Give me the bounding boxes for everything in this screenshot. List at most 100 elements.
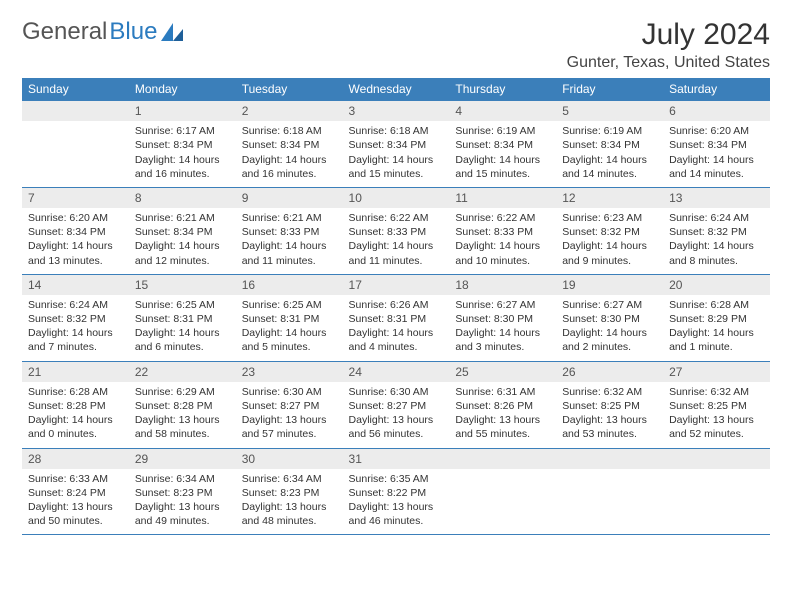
sunset-line: Sunset: 8:30 PM [562,312,657,326]
sunset-line: Sunset: 8:23 PM [242,486,337,500]
sunset-line: Sunset: 8:28 PM [135,399,230,413]
day-number [556,448,663,469]
day-number: 15 [129,274,236,295]
day-number: 26 [556,361,663,382]
sunset-line: Sunset: 8:31 PM [242,312,337,326]
day-number: 21 [22,361,129,382]
sunset-line: Sunset: 8:31 PM [349,312,444,326]
day-details: Sunrise: 6:21 AMSunset: 8:34 PMDaylight:… [129,208,236,274]
sunrise-line: Sunrise: 6:28 AM [28,385,123,399]
sunset-line: Sunset: 8:33 PM [349,225,444,239]
sunrise-line: Sunrise: 6:21 AM [135,211,230,225]
daylight-line: Daylight: 14 hours and 11 minutes. [349,239,444,267]
day-number: 1 [129,101,236,122]
daylight-line: Daylight: 14 hours and 3 minutes. [455,326,550,354]
daylight-line: Daylight: 13 hours and 57 minutes. [242,413,337,441]
sunrise-line: Sunrise: 6:34 AM [242,472,337,486]
day-number [22,101,129,122]
daylight-line: Daylight: 14 hours and 16 minutes. [135,153,230,181]
sunrise-line: Sunrise: 6:20 AM [669,124,764,138]
day-number: 3 [343,101,450,122]
sunset-line: Sunset: 8:34 PM [135,138,230,152]
sunset-line: Sunset: 8:31 PM [135,312,230,326]
day-details: Sunrise: 6:20 AMSunset: 8:34 PMDaylight:… [22,208,129,274]
sunset-line: Sunset: 8:34 PM [28,225,123,239]
day-number: 31 [343,448,450,469]
daylight-line: Daylight: 14 hours and 7 minutes. [28,326,123,354]
sunrise-line: Sunrise: 6:21 AM [242,211,337,225]
day-number: 25 [449,361,556,382]
day-details: Sunrise: 6:35 AMSunset: 8:22 PMDaylight:… [343,469,450,535]
day-details: Sunrise: 6:31 AMSunset: 8:26 PMDaylight:… [449,382,556,448]
sunset-line: Sunset: 8:34 PM [455,138,550,152]
day-details: Sunrise: 6:24 AMSunset: 8:32 PMDaylight:… [22,295,129,361]
day-details: Sunrise: 6:24 AMSunset: 8:32 PMDaylight:… [663,208,770,274]
day-number: 16 [236,274,343,295]
logo: GeneralBlue [22,18,183,46]
daynum-row: 28293031 [22,448,770,469]
details-row: Sunrise: 6:24 AMSunset: 8:32 PMDaylight:… [22,295,770,361]
sunrise-line: Sunrise: 6:32 AM [562,385,657,399]
day-number: 18 [449,274,556,295]
day-details: Sunrise: 6:18 AMSunset: 8:34 PMDaylight:… [343,121,450,187]
daylight-line: Daylight: 13 hours and 58 minutes. [135,413,230,441]
daylight-line: Daylight: 14 hours and 9 minutes. [562,239,657,267]
sunrise-line: Sunrise: 6:24 AM [28,298,123,312]
month-title: July 2024 [567,18,770,52]
day-number: 24 [343,361,450,382]
sunrise-line: Sunrise: 6:25 AM [242,298,337,312]
sunrise-line: Sunrise: 6:22 AM [455,211,550,225]
day-number: 4 [449,101,556,122]
daynum-row: 78910111213 [22,187,770,208]
day-number: 19 [556,274,663,295]
day-details: Sunrise: 6:27 AMSunset: 8:30 PMDaylight:… [556,295,663,361]
daylight-line: Daylight: 14 hours and 11 minutes. [242,239,337,267]
daylight-line: Daylight: 14 hours and 1 minute. [669,326,764,354]
sunrise-line: Sunrise: 6:33 AM [28,472,123,486]
daynum-row: 123456 [22,101,770,122]
sunset-line: Sunset: 8:34 PM [242,138,337,152]
day-details: Sunrise: 6:30 AMSunset: 8:27 PMDaylight:… [343,382,450,448]
day-details: Sunrise: 6:17 AMSunset: 8:34 PMDaylight:… [129,121,236,187]
sunset-line: Sunset: 8:33 PM [455,225,550,239]
daylight-line: Daylight: 14 hours and 6 minutes. [135,326,230,354]
day-details [663,469,770,535]
sunset-line: Sunset: 8:24 PM [28,486,123,500]
daylight-line: Daylight: 14 hours and 4 minutes. [349,326,444,354]
daylight-line: Daylight: 13 hours and 48 minutes. [242,500,337,528]
sunrise-line: Sunrise: 6:30 AM [242,385,337,399]
day-details: Sunrise: 6:22 AMSunset: 8:33 PMDaylight:… [343,208,450,274]
day-number: 30 [236,448,343,469]
details-row: Sunrise: 6:17 AMSunset: 8:34 PMDaylight:… [22,121,770,187]
day-header: Wednesday [343,78,450,101]
daylight-line: Daylight: 13 hours and 55 minutes. [455,413,550,441]
day-number: 8 [129,187,236,208]
calendar-body: 123456Sunrise: 6:17 AMSunset: 8:34 PMDay… [22,101,770,535]
details-row: Sunrise: 6:20 AMSunset: 8:34 PMDaylight:… [22,208,770,274]
day-number: 14 [22,274,129,295]
sunset-line: Sunset: 8:32 PM [669,225,764,239]
day-number: 5 [556,101,663,122]
daylight-line: Daylight: 13 hours and 49 minutes. [135,500,230,528]
day-details: Sunrise: 6:32 AMSunset: 8:25 PMDaylight:… [663,382,770,448]
day-details: Sunrise: 6:25 AMSunset: 8:31 PMDaylight:… [129,295,236,361]
sunset-line: Sunset: 8:32 PM [562,225,657,239]
day-header: Saturday [663,78,770,101]
daylight-line: Daylight: 14 hours and 14 minutes. [669,153,764,181]
day-header: Monday [129,78,236,101]
sunrise-line: Sunrise: 6:18 AM [349,124,444,138]
day-number: 28 [22,448,129,469]
daylight-line: Daylight: 14 hours and 5 minutes. [242,326,337,354]
calendar-table: SundayMondayTuesdayWednesdayThursdayFrid… [22,78,770,535]
day-number [449,448,556,469]
sunrise-line: Sunrise: 6:27 AM [455,298,550,312]
day-details: Sunrise: 6:28 AMSunset: 8:29 PMDaylight:… [663,295,770,361]
daylight-line: Daylight: 13 hours and 50 minutes. [28,500,123,528]
daylight-line: Daylight: 14 hours and 10 minutes. [455,239,550,267]
day-details: Sunrise: 6:18 AMSunset: 8:34 PMDaylight:… [236,121,343,187]
day-details: Sunrise: 6:25 AMSunset: 8:31 PMDaylight:… [236,295,343,361]
sunset-line: Sunset: 8:27 PM [349,399,444,413]
sunset-line: Sunset: 8:23 PM [135,486,230,500]
sunrise-line: Sunrise: 6:29 AM [135,385,230,399]
sunrise-line: Sunrise: 6:25 AM [135,298,230,312]
